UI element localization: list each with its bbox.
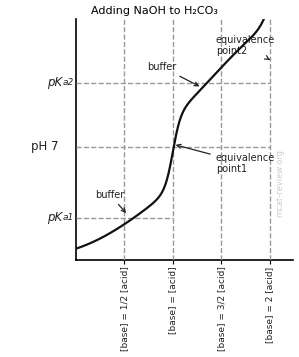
Text: pK: pK: [47, 76, 62, 89]
Text: equivalence
point1: equivalence point1: [177, 144, 275, 174]
Text: Adding NaOH to H₂CO₃: Adding NaOH to H₂CO₃: [91, 6, 218, 16]
Text: buffer: buffer: [148, 62, 198, 86]
Text: equivalence
point2: equivalence point2: [216, 35, 275, 59]
Text: pH 7: pH 7: [30, 140, 58, 153]
Text: buffer: buffer: [95, 190, 125, 212]
Text: pK: pK: [47, 211, 62, 224]
Text: a1: a1: [63, 213, 74, 222]
Text: mcat-review.org: mcat-review.org: [276, 149, 285, 217]
Text: a2: a2: [63, 78, 74, 87]
